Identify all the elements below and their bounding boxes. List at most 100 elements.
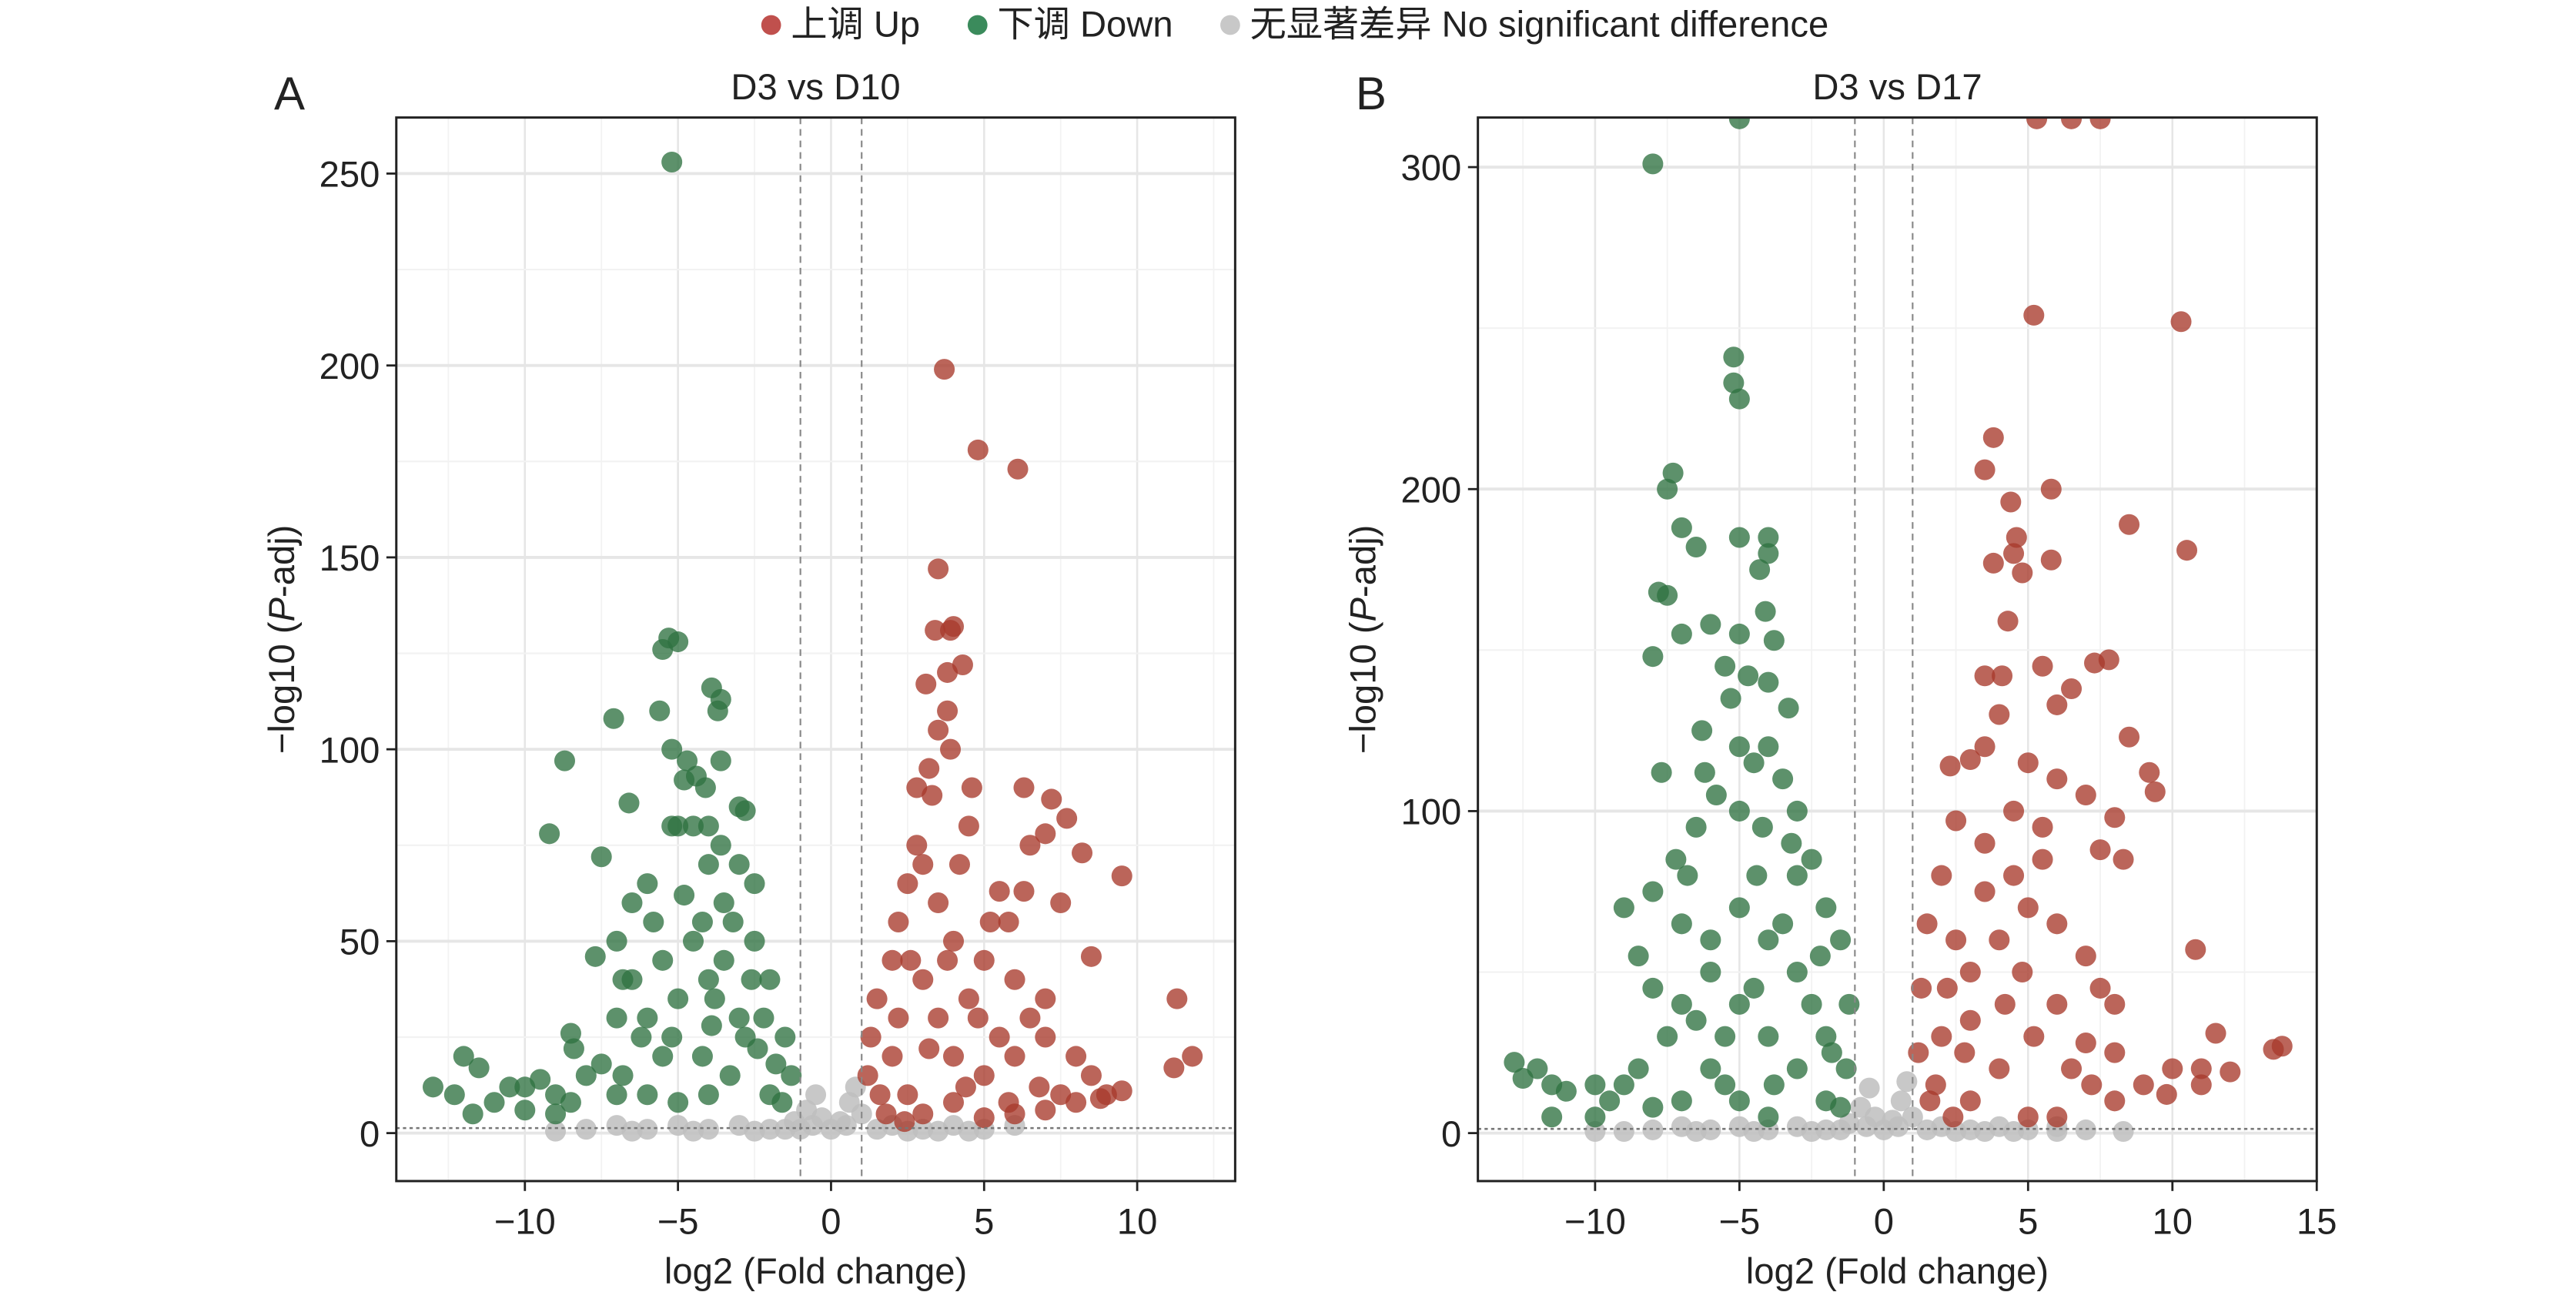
point-down (1755, 601, 1776, 622)
point-down (719, 1065, 741, 1086)
point-down (1671, 517, 1692, 538)
point-down (1801, 849, 1822, 870)
point-down (722, 911, 744, 932)
point-down (677, 750, 698, 772)
point-up (1072, 842, 1093, 864)
point-down (1671, 913, 1692, 935)
point-up (928, 719, 949, 741)
point-up (928, 892, 949, 914)
point-up (1013, 881, 1035, 902)
point-up (1019, 835, 1041, 856)
panel-label: B (1356, 68, 1387, 119)
point-up (1939, 755, 1961, 777)
point-up (1013, 777, 1035, 798)
point-ns (759, 1119, 781, 1140)
point-ns (774, 1119, 796, 1140)
point-down (1786, 800, 1808, 822)
point-down (674, 885, 695, 906)
point-up (958, 988, 979, 1009)
point-up (2104, 807, 2126, 828)
point-up (1945, 810, 1967, 832)
point-up (897, 873, 918, 895)
point-ns (698, 1119, 719, 1140)
legend-item: 上调 Up (761, 4, 920, 45)
point-down (734, 800, 756, 822)
point-up (915, 673, 937, 695)
point-up (894, 1111, 915, 1133)
point-down (1758, 527, 1779, 548)
point-up (1989, 929, 2010, 951)
point-down (1691, 720, 1713, 741)
point-down (753, 1007, 774, 1029)
point-down (1694, 761, 1715, 783)
point-up (952, 654, 973, 675)
point-down (560, 1092, 581, 1113)
point-ns (1801, 1121, 1822, 1143)
x-tick-label: 0 (1874, 1201, 1894, 1242)
plot-frame (395, 116, 1236, 1183)
point-up (1974, 736, 1996, 758)
point-up (2046, 1106, 2068, 1128)
point-up (1019, 1007, 1041, 1029)
point-up (1066, 1046, 1087, 1067)
point-down (1584, 1106, 1606, 1128)
point-up (2205, 1023, 2226, 1044)
point-ns (1685, 1121, 1707, 1143)
point-down (1830, 929, 1852, 951)
point-up (1089, 1088, 1111, 1110)
point-up (937, 661, 958, 683)
point-down (652, 639, 674, 661)
point-up (2061, 1058, 2083, 1079)
point-down (649, 700, 671, 721)
point-down (637, 873, 658, 895)
point-down (1677, 865, 1698, 886)
point-down (1728, 993, 1750, 1015)
point-down (443, 1084, 465, 1106)
point-down (603, 708, 624, 729)
point-up (2190, 1058, 2212, 1079)
point-down (1642, 881, 1664, 902)
point-up (1997, 611, 2019, 632)
point-ns (1890, 1090, 1912, 1112)
point-up (934, 359, 955, 380)
point-up (2104, 993, 2126, 1015)
point-ns (637, 1119, 658, 1140)
point-up (2012, 962, 2033, 983)
point-up (2119, 514, 2140, 535)
point-ns (928, 1120, 949, 1142)
point-down (698, 854, 719, 875)
point-up (943, 1092, 965, 1113)
point-up (875, 1103, 897, 1125)
panel-title: D3 vs D10 (731, 66, 900, 107)
point-down (1772, 768, 1794, 790)
point-up (943, 1046, 965, 1067)
point-down (710, 835, 731, 856)
point-up (1035, 1100, 1056, 1121)
point-down (1541, 1074, 1563, 1096)
point-up (882, 1046, 903, 1067)
point-down (590, 846, 612, 868)
point-up (1056, 808, 1078, 829)
point-up (1974, 459, 1996, 480)
y-tick-label: 0 (360, 1113, 380, 1154)
point-up (967, 439, 989, 460)
point-up (1050, 1084, 1072, 1106)
point-up (1166, 988, 1188, 1009)
point-up (973, 1107, 995, 1129)
legend-item: 下调 Down (967, 4, 1173, 45)
point-ns (1974, 1121, 1996, 1143)
point-down (1781, 832, 1802, 854)
point-up (1954, 1042, 1975, 1063)
point-up (2003, 543, 2025, 564)
point-down (1728, 117, 1750, 129)
point-down (1613, 1074, 1634, 1096)
point-up (857, 1065, 878, 1086)
point-down (701, 1015, 722, 1036)
point-up (922, 785, 943, 806)
point-up (1994, 993, 2016, 1015)
point-ns (575, 1119, 597, 1140)
point-ns (958, 1120, 979, 1142)
y-tick-label: 100 (1400, 792, 1461, 832)
y-axis-label-prefix: −log10 ( (1343, 621, 1383, 754)
point-down (698, 815, 719, 837)
